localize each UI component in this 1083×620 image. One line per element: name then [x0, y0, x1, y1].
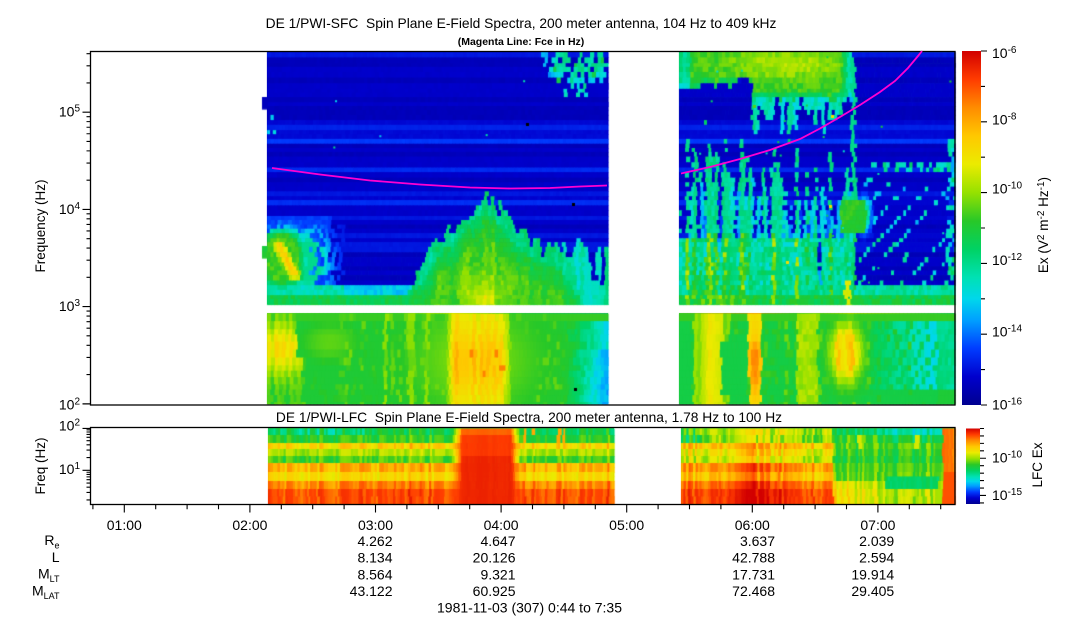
svg-text:104: 104	[59, 201, 81, 217]
svg-text:103: 103	[59, 298, 81, 314]
svg-text:10-15: 10-15	[992, 487, 1022, 503]
svg-text:102: 102	[59, 418, 81, 434]
svg-text:102: 102	[59, 396, 81, 412]
svg-text:L: L	[52, 549, 60, 565]
svg-text:2.594: 2.594	[859, 550, 894, 566]
svg-text:10-10: 10-10	[992, 180, 1022, 196]
svg-text:10-10: 10-10	[992, 450, 1022, 466]
svg-text:10-14: 10-14	[992, 324, 1022, 340]
svg-text:105: 105	[59, 104, 81, 120]
svg-text:101: 101	[59, 461, 81, 477]
svg-text:MLAT: MLAT	[32, 582, 60, 601]
svg-text:1981-11-03 (307) 0:44 to 7:35: 1981-11-03 (307) 0:44 to 7:35	[437, 599, 622, 615]
svg-text:02:00: 02:00	[232, 517, 267, 533]
svg-text:60.925: 60.925	[473, 583, 516, 599]
svg-text:LFC Ex: LFC Ex	[1030, 442, 1045, 487]
svg-text:8.134: 8.134	[357, 550, 392, 566]
svg-text:Re: Re	[44, 532, 59, 551]
svg-text:Freq (Hz): Freq (Hz)	[33, 438, 48, 495]
svg-text:19.914: 19.914	[851, 566, 894, 582]
svg-text:9.321: 9.321	[480, 566, 515, 582]
svg-text:07:00: 07:00	[860, 517, 895, 533]
svg-text:10-12: 10-12	[992, 252, 1022, 268]
svg-text:05:00: 05:00	[609, 517, 644, 533]
svg-text:03:00: 03:00	[358, 517, 393, 533]
svg-text:Ex (V2 m-2 Hz-1): Ex (V2 m-2 Hz-1)	[1036, 177, 1051, 273]
svg-text:(Magenta Line: Fce in Hz): (Magenta Line: Fce in Hz)	[458, 36, 585, 48]
svg-text:72.468: 72.468	[732, 583, 775, 599]
svg-text:06:00: 06:00	[735, 517, 770, 533]
svg-text:2.039: 2.039	[859, 533, 894, 549]
svg-text:42.788: 42.788	[732, 550, 775, 566]
svg-text:10-8: 10-8	[992, 111, 1017, 127]
svg-text:01:00: 01:00	[107, 517, 142, 533]
svg-text:DE 1/PWI-LFC Spin Plane E-Fie: DE 1/PWI-LFC Spin Plane E-Field Spectra,…	[276, 410, 782, 425]
svg-text:DE 1/PWI-SFC Spin Plane E-Fie: DE 1/PWI-SFC Spin Plane E-Field Spectra,…	[266, 16, 777, 31]
svg-text:4.262: 4.262	[357, 533, 392, 549]
svg-text:20.126: 20.126	[473, 550, 516, 566]
svg-text:3.637: 3.637	[740, 533, 775, 549]
svg-text:29.405: 29.405	[851, 583, 894, 599]
svg-text:10-16: 10-16	[992, 396, 1022, 412]
svg-text:Frequency (Hz): Frequency (Hz)	[33, 179, 48, 272]
svg-text:43.122: 43.122	[350, 583, 393, 599]
svg-text:04:00: 04:00	[484, 517, 519, 533]
svg-text:4.647: 4.647	[480, 533, 515, 549]
svg-text:17.731: 17.731	[732, 566, 775, 582]
svg-text:10-6: 10-6	[992, 45, 1017, 61]
svg-text:8.564: 8.564	[357, 566, 392, 582]
